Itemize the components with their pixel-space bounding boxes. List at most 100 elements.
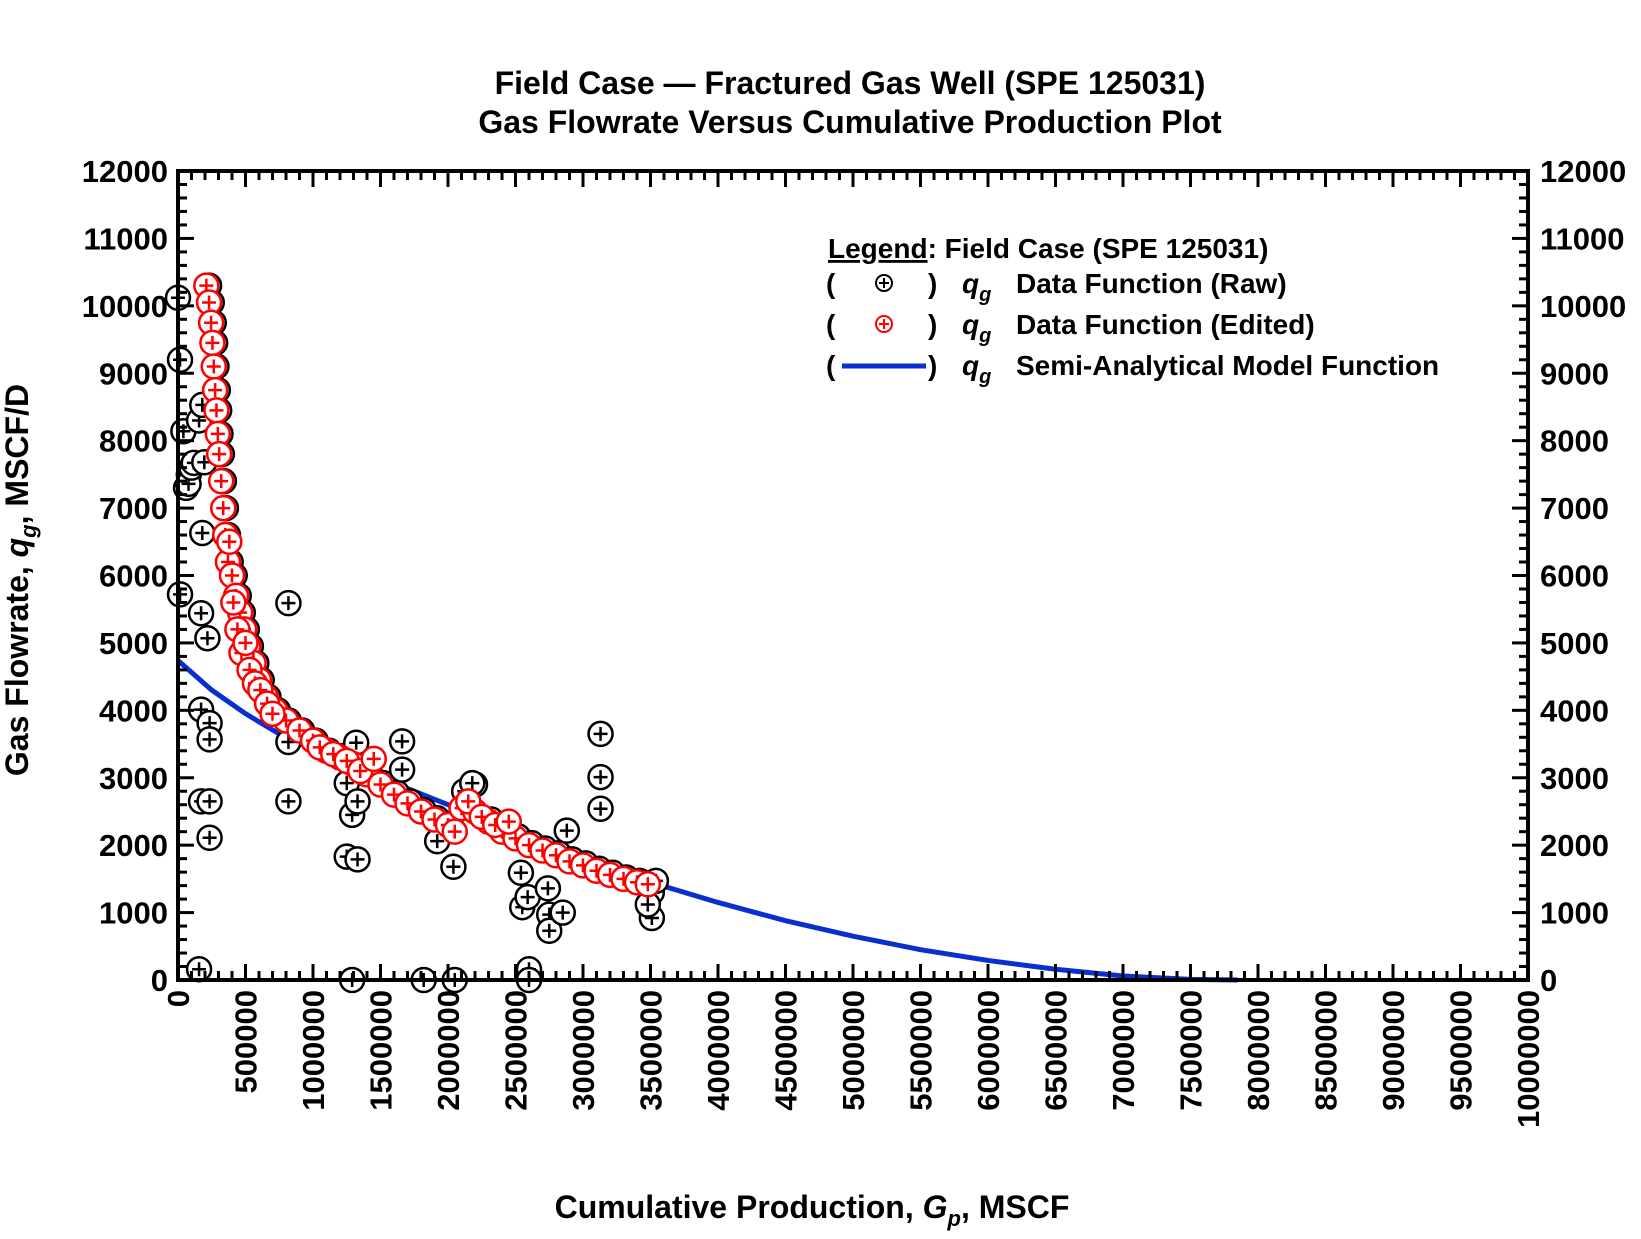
x-tick-label: 6000000 — [971, 990, 1006, 1111]
svg-text:): ) — [928, 350, 937, 381]
raw-data-point — [194, 624, 221, 652]
edited-data-point — [195, 289, 223, 316]
legend: Legend: Field Case (SPE 125031) () qg Da… — [826, 233, 1439, 388]
svg-text:Data Function (Raw): Data Function (Raw) — [1016, 268, 1287, 299]
edited-data-point — [207, 467, 235, 495]
raw-data-point — [344, 846, 371, 873]
y-tick-label: 7000 — [99, 491, 168, 526]
x-tick-label: 4500000 — [769, 990, 804, 1111]
x-tick-label: 7500000 — [1174, 990, 1209, 1111]
chart-title: Field Case — Fractured Gas Well (SPE 125… — [495, 65, 1206, 101]
edited-data-point — [495, 808, 522, 835]
raw-data-point — [587, 763, 614, 791]
plot-area — [164, 272, 1238, 994]
edited-data-point — [209, 494, 237, 522]
chart-subtitle: Gas Flowrate Versus Cumulative Productio… — [478, 104, 1222, 140]
legend-entry-raw: () qg Data Function (Raw) — [826, 268, 1287, 306]
y-tick-label-right: 8000 — [1540, 424, 1609, 459]
axes: 0 0 1000 1000 2000 2000 3000 3000 4000 4000 5000 50… — [82, 154, 1626, 1128]
svg-text:): ) — [928, 268, 937, 299]
y-tick-label: 4000 — [99, 693, 168, 728]
x-tick-label: 4000000 — [701, 990, 736, 1111]
raw-data-point — [536, 917, 563, 945]
raw-data-point — [275, 589, 302, 617]
edited-data-point — [205, 440, 233, 468]
raw-data-point — [196, 726, 223, 753]
y-tick-label-right: 4000 — [1540, 693, 1609, 728]
raw-data-point — [553, 817, 581, 844]
y-tick-label: 0 — [151, 963, 168, 998]
x-tick-label: 2000000 — [431, 990, 466, 1111]
raw-data-point — [187, 600, 215, 627]
y-tick-label: 2000 — [99, 828, 168, 863]
y-tick-label-right: 6000 — [1540, 559, 1609, 594]
y-tick-label-right: 9000 — [1540, 356, 1609, 391]
y-tick-label: 5000 — [99, 626, 168, 661]
y-tick-label: 6000 — [99, 559, 168, 594]
y-tick-label-right: 3000 — [1540, 761, 1609, 796]
y-tick-label-right: 5000 — [1540, 626, 1609, 661]
x-tick-label: 5500000 — [904, 990, 939, 1111]
raw-data-point — [587, 720, 614, 748]
x-tick-label: 500000 — [229, 990, 264, 1093]
legend-heading: Legend: Field Case (SPE 125031) — [828, 233, 1268, 264]
y-tick-label: 11000 — [84, 221, 169, 256]
legend-entry-edited: () qg Data Function (Edited) — [826, 309, 1315, 347]
raw-data-point — [549, 899, 576, 926]
edited-data-point — [232, 629, 259, 657]
edited-data-point — [203, 397, 230, 424]
x-tick-label: 9500000 — [1444, 990, 1479, 1111]
raw-data-point — [189, 519, 216, 547]
x-tick-label: 2500000 — [499, 990, 534, 1111]
x-tick-label: 8000000 — [1241, 990, 1276, 1111]
edited-data-point — [216, 528, 243, 556]
y-tick-label-right: 10000 — [1540, 289, 1626, 324]
raw-data-point — [275, 788, 302, 815]
y-tick-label: 8000 — [99, 424, 168, 459]
x-tick-label: 0 — [161, 990, 196, 1007]
x-tick-label: 10000000 — [1511, 990, 1546, 1128]
edited-data-point — [220, 589, 247, 616]
x-tick-label: 1500000 — [364, 990, 399, 1111]
edited-data-point — [218, 562, 246, 589]
plot-frame — [176, 169, 1530, 982]
model-function-line — [176, 658, 1238, 983]
svg-text:Semi-Analytical Model Function: Semi-Analytical Model Function — [1016, 350, 1439, 381]
x-tick-label: 1000000 — [296, 990, 331, 1111]
svg-text:(: ( — [826, 309, 836, 340]
svg-text:qg: qg — [962, 268, 991, 306]
y-tick-label: 3000 — [99, 761, 168, 796]
raw-data-point — [388, 728, 416, 755]
edited-data-point — [441, 818, 468, 845]
svg-text:qg: qg — [962, 309, 991, 347]
svg-text:): ) — [928, 309, 937, 340]
x-tick-label: 9000000 — [1376, 990, 1411, 1111]
y-tick-label-right: 11000 — [1540, 221, 1625, 256]
raw-data-point — [344, 788, 371, 815]
raw-data-point — [634, 891, 662, 918]
raw-data-point — [196, 824, 223, 852]
y-tick-label-right: 12000 — [1540, 154, 1626, 189]
y-tick-label-right: 2000 — [1540, 828, 1609, 863]
raw-data-point — [196, 788, 223, 815]
x-axis-label: Cumulative Production, Gp, MSCF — [555, 1189, 1070, 1231]
svg-text:Data Function (Edited): Data Function (Edited) — [1016, 309, 1315, 340]
raw-data-point — [440, 853, 467, 880]
edited-data-point — [360, 745, 387, 773]
x-tick-label: 3000000 — [566, 990, 601, 1111]
svg-text:(: ( — [826, 350, 836, 381]
raw-data-point — [388, 756, 416, 783]
y-axis-label: Gas Flowrate, qg, MSCF/D — [0, 384, 41, 776]
raw-data-point — [587, 795, 614, 823]
edited-data-point — [204, 420, 232, 448]
x-tick-label: 3500000 — [634, 990, 669, 1111]
raw-data-point — [534, 875, 562, 902]
svg-text:(: ( — [826, 268, 836, 299]
y-tick-label: 10000 — [82, 289, 168, 324]
x-tick-label: 8500000 — [1309, 990, 1344, 1111]
y-tick-label-right: 1000 — [1540, 896, 1609, 931]
edited-data-point — [259, 700, 286, 727]
edited-data-point — [199, 329, 226, 357]
y-tick-label: 1000 — [99, 896, 168, 931]
